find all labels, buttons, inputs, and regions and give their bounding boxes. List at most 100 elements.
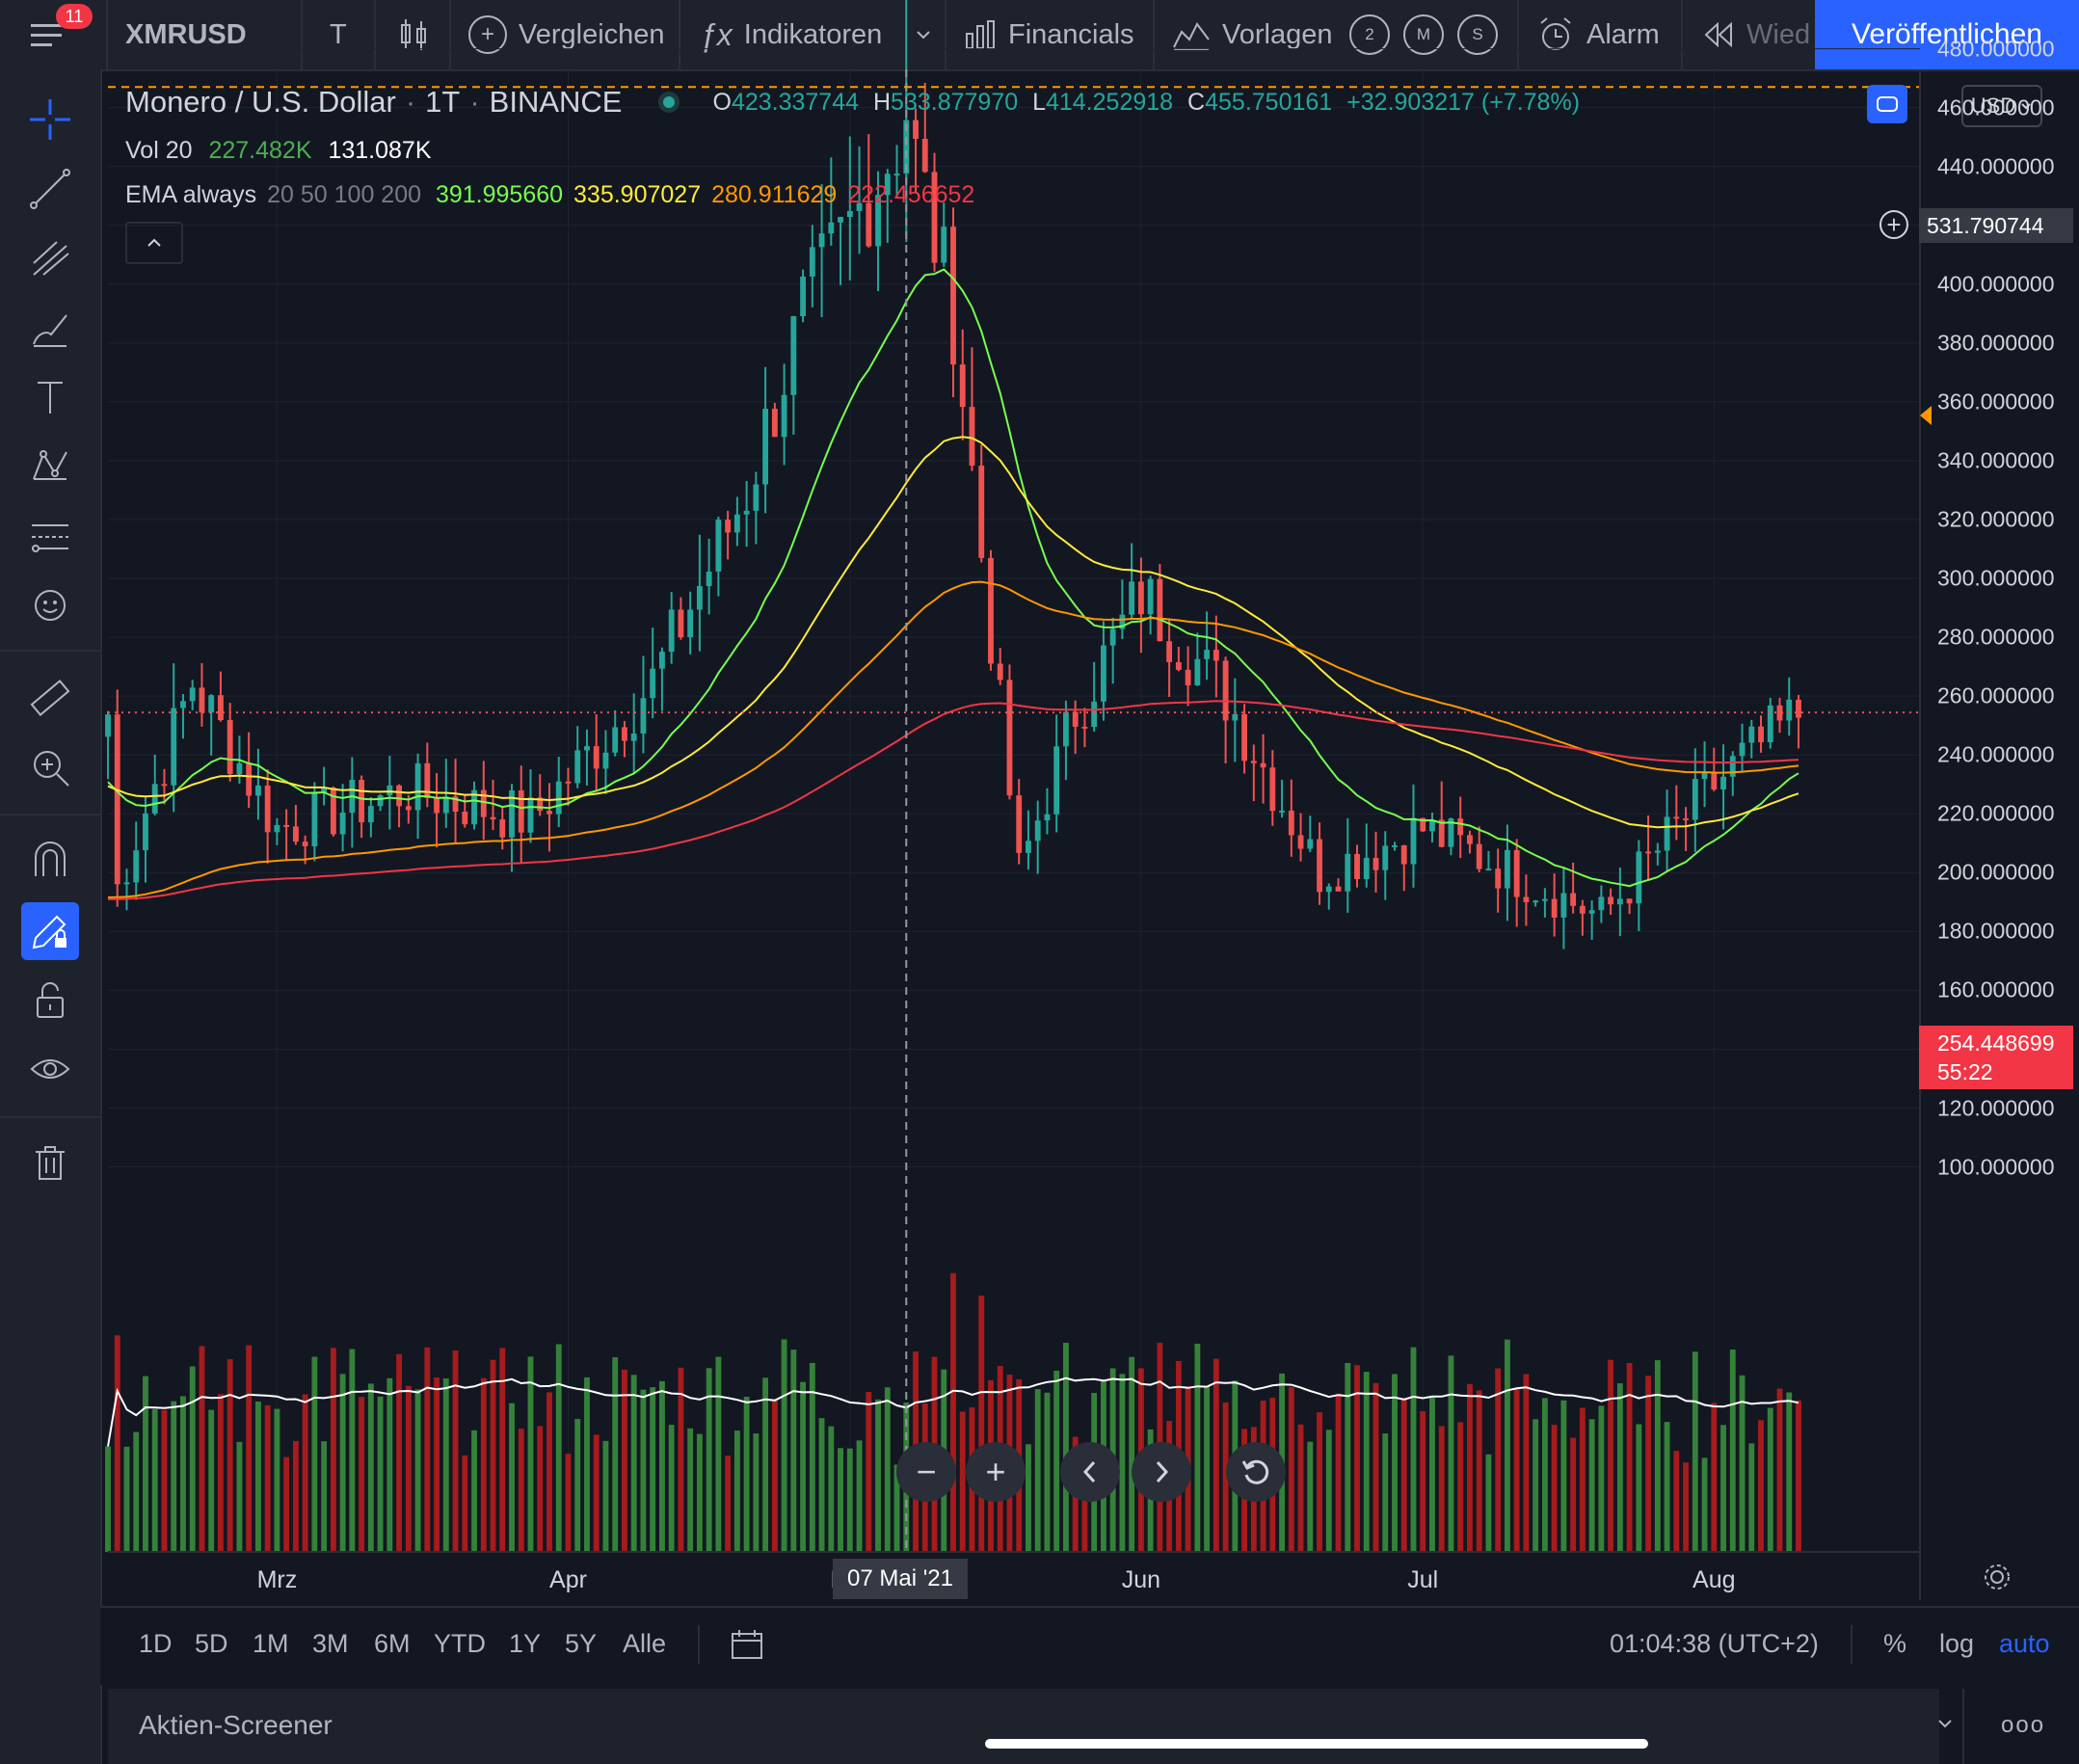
sync-button[interactable]	[1867, 85, 1907, 123]
clock-timezone[interactable]: 01:04:38 (UTC+2)	[1610, 1629, 1819, 1658]
volume-legend[interactable]: Vol 20 227.482K 131.087K	[125, 137, 432, 165]
layout-m-button[interactable]: M	[1403, 0, 1444, 69]
interval-button[interactable]: T	[330, 18, 347, 50]
text-tool[interactable]	[21, 368, 79, 426]
high-value: 533.877970	[891, 88, 1019, 116]
candle-body	[1016, 795, 1023, 853]
financials-button[interactable]: Financials	[964, 0, 1134, 69]
log-scale-toggle[interactable]: log	[1939, 1629, 1975, 1658]
reset-icon	[1241, 1459, 1269, 1484]
volume-bar	[1485, 1454, 1492, 1552]
candle-body	[1147, 578, 1154, 615]
range-button-1y[interactable]: 1Y	[509, 1629, 542, 1658]
ema50-value: 335.907027	[573, 181, 702, 208]
candle-body	[452, 796, 459, 813]
fib-tool[interactable]	[21, 229, 79, 287]
reset-chart-button[interactable]	[1226, 1442, 1286, 1502]
alert-marker[interactable]	[1920, 406, 1932, 425]
volume-bar	[527, 1356, 534, 1552]
candle-body	[1006, 680, 1013, 796]
ema-legend[interactable]: EMA always 20 50 100 200 391.995660 335.…	[125, 181, 974, 209]
ohlc-values: O423.337744 H533.877970 L414.252918 C455…	[712, 89, 1580, 117]
screener-panel[interactable]	[108, 1689, 1939, 1764]
indicators-dropdown[interactable]	[914, 0, 933, 69]
candle-body	[687, 609, 694, 638]
candle-body	[218, 695, 224, 721]
prediction-tool[interactable]	[21, 507, 79, 565]
trendline-tool[interactable]	[21, 160, 79, 218]
templates-button[interactable]: Vorlagen	[1172, 0, 1333, 69]
candle-body	[1373, 857, 1379, 870]
add-alert-icon[interactable]: +	[1879, 210, 1908, 239]
layout-2-button[interactable]: 2	[1349, 0, 1390, 69]
lock-drawing-mode[interactable]	[21, 902, 79, 960]
range-button-ytd[interactable]: YTD	[434, 1629, 486, 1658]
icon-tool[interactable]	[21, 576, 79, 634]
volume-bar	[1457, 1422, 1464, 1552]
go-to-date-button[interactable]	[729, 1627, 765, 1667]
compare-button[interactable]: + Vergleichen	[468, 0, 665, 69]
scroll-right-button[interactable]	[1132, 1442, 1191, 1502]
volume-bar	[818, 1418, 825, 1552]
candle-body	[292, 826, 299, 842]
more-options-button[interactable]: ooo	[2001, 1712, 2046, 1738]
candle-body	[743, 510, 750, 515]
percent-scale-toggle[interactable]: %	[1883, 1629, 1907, 1658]
zoom-in-icon	[34, 751, 69, 787]
candle-body	[941, 227, 947, 263]
range-button-1m[interactable]: 1M	[253, 1629, 289, 1658]
price-tick-label: 480.000000	[1937, 36, 2055, 62]
replay-button[interactable]: Wied	[1702, 0, 1810, 69]
volume-bar	[1541, 1398, 1548, 1552]
delete-tool[interactable]	[21, 1134, 79, 1191]
volume-ma-line	[107, 1376, 1799, 1447]
crosshair-tool[interactable]	[21, 91, 79, 148]
range-button-5d[interactable]: 5D	[195, 1629, 228, 1658]
range-button-5y[interactable]: 5Y	[565, 1629, 598, 1658]
notification-badge: 11	[56, 4, 93, 29]
volume-bar	[593, 1434, 600, 1552]
hide-tool[interactable]	[21, 1041, 79, 1099]
chart-type-button[interactable]	[397, 0, 430, 69]
range-button-6m[interactable]: 6M	[374, 1629, 411, 1658]
lock-all-tool[interactable]	[21, 972, 79, 1029]
currency-select[interactable]: USD	[1961, 85, 2042, 127]
auto-scale-toggle[interactable]: auto	[1999, 1629, 2050, 1658]
plus-icon: +	[985, 1452, 1006, 1491]
candle-body	[1241, 713, 1248, 762]
scroll-left-button[interactable]	[1060, 1442, 1120, 1502]
lock-icon	[37, 982, 64, 1018]
zoom-out-button[interactable]: −	[896, 1442, 956, 1502]
zoom-tool[interactable]	[21, 738, 79, 796]
candle-body	[1729, 756, 1736, 777]
magnet-tool[interactable]	[21, 831, 79, 889]
pattern-tool[interactable]	[21, 438, 79, 495]
candle-body	[622, 727, 627, 741]
screener-title[interactable]: Aktien-Screener	[139, 1710, 333, 1740]
volume-bar	[640, 1389, 647, 1552]
collapse-legend-button[interactable]	[125, 222, 183, 264]
bottom-toolbar	[100, 1606, 2079, 1685]
volume-bar	[753, 1433, 760, 1552]
range-button-1d[interactable]: 1D	[139, 1629, 173, 1658]
symbol-title[interactable]: Monero / U.S. Dollar	[125, 85, 396, 119]
screener-collapse-button[interactable]	[1933, 1712, 1957, 1740]
zoom-in-button[interactable]: +	[966, 1442, 1026, 1502]
time-tick-label: Jun	[1121, 1566, 1161, 1593]
brush-tool[interactable]	[21, 299, 79, 357]
chart-settings-button[interactable]	[1980, 1560, 2014, 1599]
measure-tool[interactable]	[21, 669, 79, 727]
publish-button[interactable]: Veröffentlichen	[1815, 0, 2079, 69]
volume-bar	[1325, 1430, 1332, 1552]
candle-body	[1701, 772, 1708, 780]
range-button-alle[interactable]: Alle	[623, 1629, 667, 1658]
layout-s-button[interactable]: S	[1457, 0, 1498, 69]
range-button-3m[interactable]: 3M	[312, 1629, 349, 1658]
menu-button[interactable]	[27, 0, 66, 69]
volume-bar	[1410, 1347, 1417, 1552]
symbol-search[interactable]: XMRUSD	[125, 18, 247, 50]
alert-button[interactable]: Alarm	[1536, 0, 1660, 69]
volume-bar	[180, 1396, 186, 1552]
indicators-button[interactable]: ƒx Indikatoren	[700, 0, 882, 69]
